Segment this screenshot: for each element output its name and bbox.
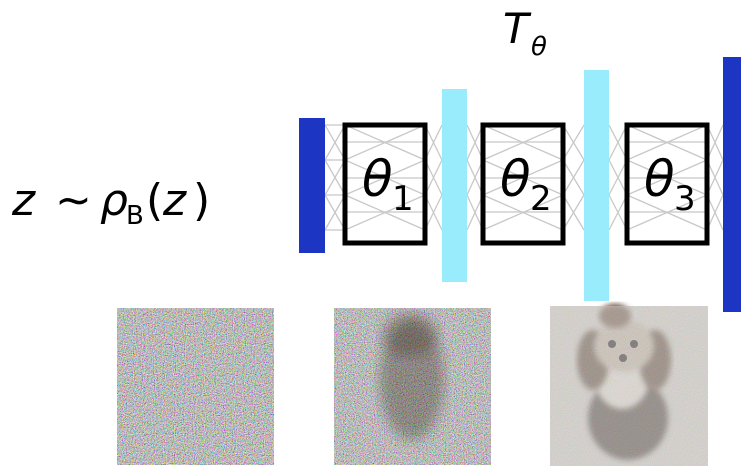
connections: [324, 124, 724, 231]
final-sample-image: [550, 304, 708, 466]
input-rho: ρ: [100, 175, 128, 226]
partial-sample-image: [334, 308, 491, 465]
input-rho-subscript: B: [126, 201, 144, 231]
input-paren-close: ): [193, 175, 210, 226]
input-op: ∼: [55, 175, 92, 226]
input-distribution-label: z ∼ ρ B ( z ): [11, 175, 210, 231]
title-subscript: θ: [531, 32, 547, 62]
output-bar: [723, 57, 741, 312]
input-bar: [299, 118, 325, 253]
block-theta-2: θ 2: [480, 122, 566, 246]
block-theta-1: θ 1: [342, 122, 428, 246]
block-1-index: 1: [392, 179, 414, 219]
input-paren-open: (: [146, 175, 163, 226]
input-var: z: [11, 175, 36, 226]
title-symbol: T: [503, 4, 532, 53]
noise-sample-image: [117, 308, 274, 465]
intermediate-bar-1: [442, 89, 467, 282]
block-1-symbol: θ: [362, 150, 393, 208]
input-arg: z: [162, 175, 187, 226]
block-3-index: 3: [674, 179, 696, 219]
block-2-symbol: θ: [500, 150, 531, 208]
intermediate-bar-2: [584, 70, 609, 301]
block-theta-3: θ 3: [624, 122, 710, 246]
block-2-index: 2: [530, 179, 552, 219]
block-3-symbol: θ: [644, 150, 675, 208]
